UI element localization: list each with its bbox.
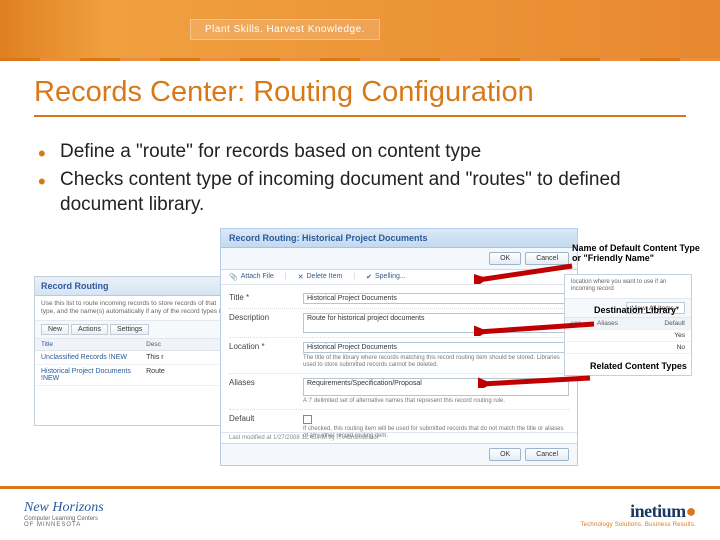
last-modified: Last modified at 1/27/2008 12:45 AM by I… (221, 432, 577, 443)
row-title[interactable]: Historical Project Documents !NEW (41, 368, 146, 382)
location-field[interactable]: Historical Project Documents (303, 342, 569, 353)
location-note: The title of the library where records m… (303, 355, 569, 369)
arrow-icon (474, 320, 596, 336)
annotation-related-types: Related Content Types (590, 362, 700, 372)
new-button[interactable]: New (41, 324, 69, 335)
annotation-content-type: Name of Default Content Type or "Friendl… (572, 244, 702, 264)
arrow-icon (474, 262, 574, 284)
bullet-list: Define a "route" for records based on co… (34, 139, 686, 218)
default-checkbox[interactable] (303, 415, 312, 424)
title-field[interactable]: Historical Project Documents (303, 293, 569, 304)
screenshots-area: Record Routing Use this list to route in… (34, 228, 686, 468)
location-label: Location * (229, 342, 303, 369)
attach-file-button[interactable]: 📎 Attach File (229, 273, 274, 281)
record-routing-list: Record Routing Use this list to route in… (34, 276, 234, 426)
cancel-button[interactable]: Cancel (525, 448, 569, 461)
row-desc: This r (146, 354, 227, 361)
bullet-2: Checks content type of incoming document… (60, 167, 686, 218)
annotation-destination-library: Destination Library (594, 306, 684, 316)
title-label: Title * (229, 293, 303, 304)
row-title[interactable]: Unclassified Records !NEW (41, 354, 146, 361)
col-desc: Desc (146, 341, 227, 348)
inetium-logo: inetium● Technology Solutions. Business … (580, 501, 696, 528)
tagline: Plant Skills. Harvest Knowledge. (190, 19, 380, 40)
table-row: Unclassified Records !NEW This r (35, 351, 233, 365)
slide-body: Records Center: Routing Configuration De… (0, 58, 720, 468)
aliases-note: A '/' delimited set of alternative names… (303, 398, 569, 405)
banner-stripes (0, 58, 720, 61)
table-row: Historical Project Documents !NEW Route (35, 365, 233, 386)
dialog-body: Title * Historical Project Documents Des… (221, 285, 577, 448)
spelling-button[interactable]: ✔ Spelling... (366, 273, 406, 281)
list-toolbar: New Actions Settings (35, 321, 233, 339)
delete-item-button[interactable]: ✕ Delete Item (298, 273, 343, 281)
dialog-buttons-bottom: OK Cancel (221, 443, 577, 465)
dialog-title: Record Routing: Historical Project Docum… (221, 229, 577, 248)
desc-label: Description (229, 313, 303, 333)
row-desc: Route (146, 368, 227, 382)
list-header: Record Routing (35, 277, 233, 296)
summary-desc: location where you want to use if an inc… (565, 275, 691, 299)
footer: New Horizons Computer Learning Centers O… (0, 486, 720, 540)
bullet-1: Define a "route" for records based on co… (60, 139, 686, 165)
ok-button[interactable]: OK (489, 448, 521, 461)
aliases-label: Aliases (229, 378, 303, 405)
arrow-icon (478, 374, 592, 388)
list-table: Title Desc Unclassified Records !NEW Thi… (35, 339, 233, 386)
new-horizons-logo: New Horizons Computer Learning Centers O… (24, 501, 104, 528)
col-title: Title (41, 341, 146, 348)
list-desc: Use this list to route incoming records … (35, 296, 233, 321)
table-row: No (565, 342, 691, 354)
actions-button[interactable]: Actions (71, 324, 108, 335)
page-title: Records Center: Routing Configuration (34, 76, 686, 117)
top-banner: Plant Skills. Harvest Knowledge. (0, 0, 720, 58)
settings-button[interactable]: Settings (110, 324, 149, 335)
